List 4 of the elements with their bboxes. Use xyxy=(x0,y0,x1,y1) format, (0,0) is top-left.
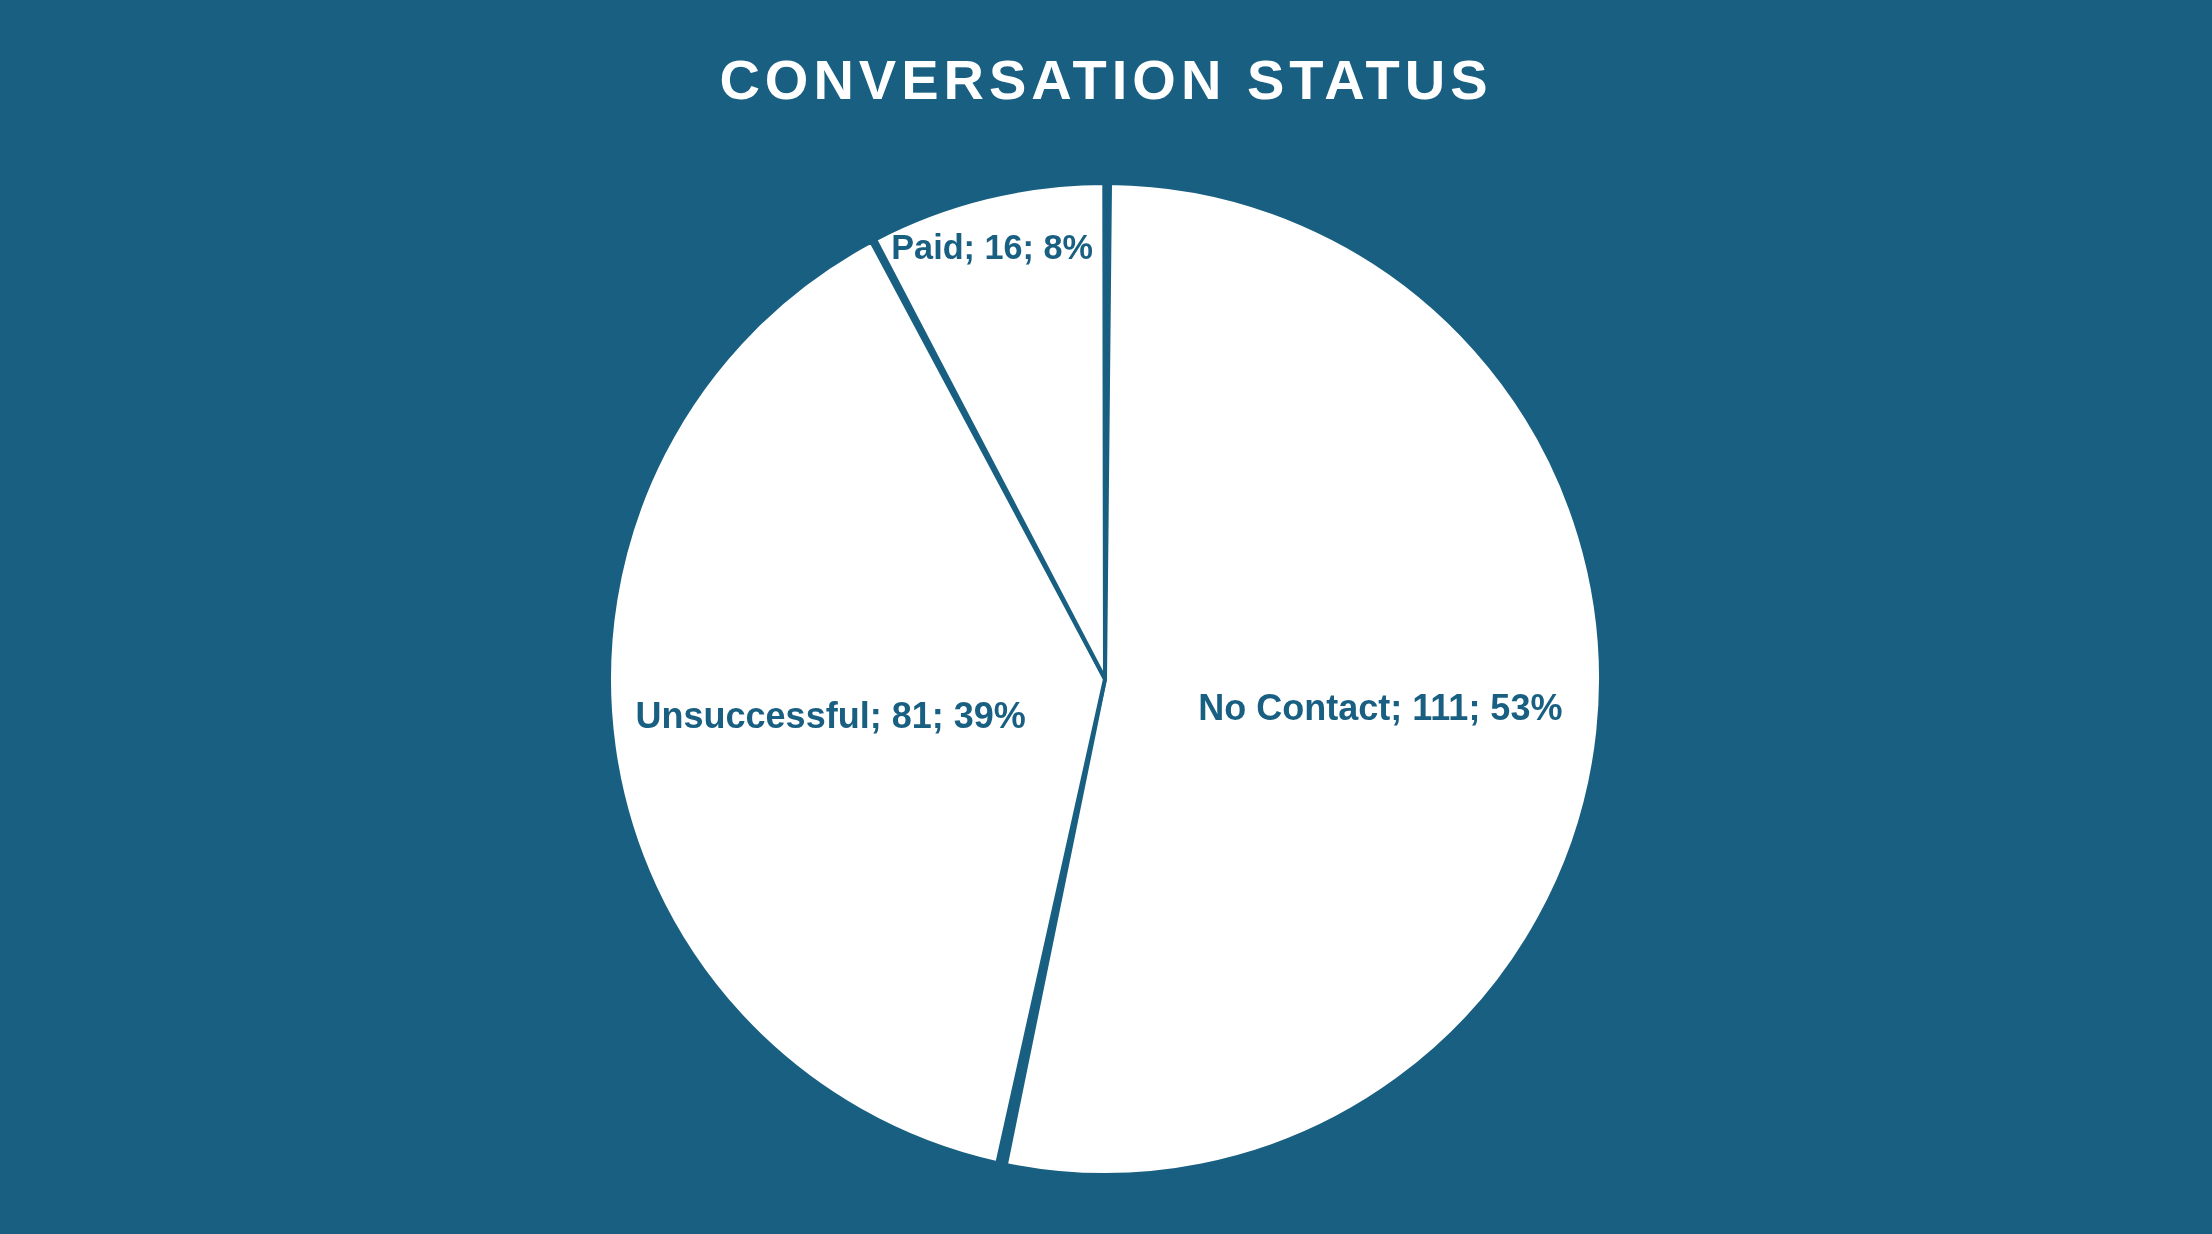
slice-label: No Contact; 111; 53% xyxy=(1198,687,1563,729)
slice-label: Unsuccessful; 81; 39% xyxy=(635,695,1026,737)
chart-title: CONVERSATION STATUS xyxy=(718,48,1494,112)
slice-label: Paid; 16; 8% xyxy=(891,226,1093,266)
